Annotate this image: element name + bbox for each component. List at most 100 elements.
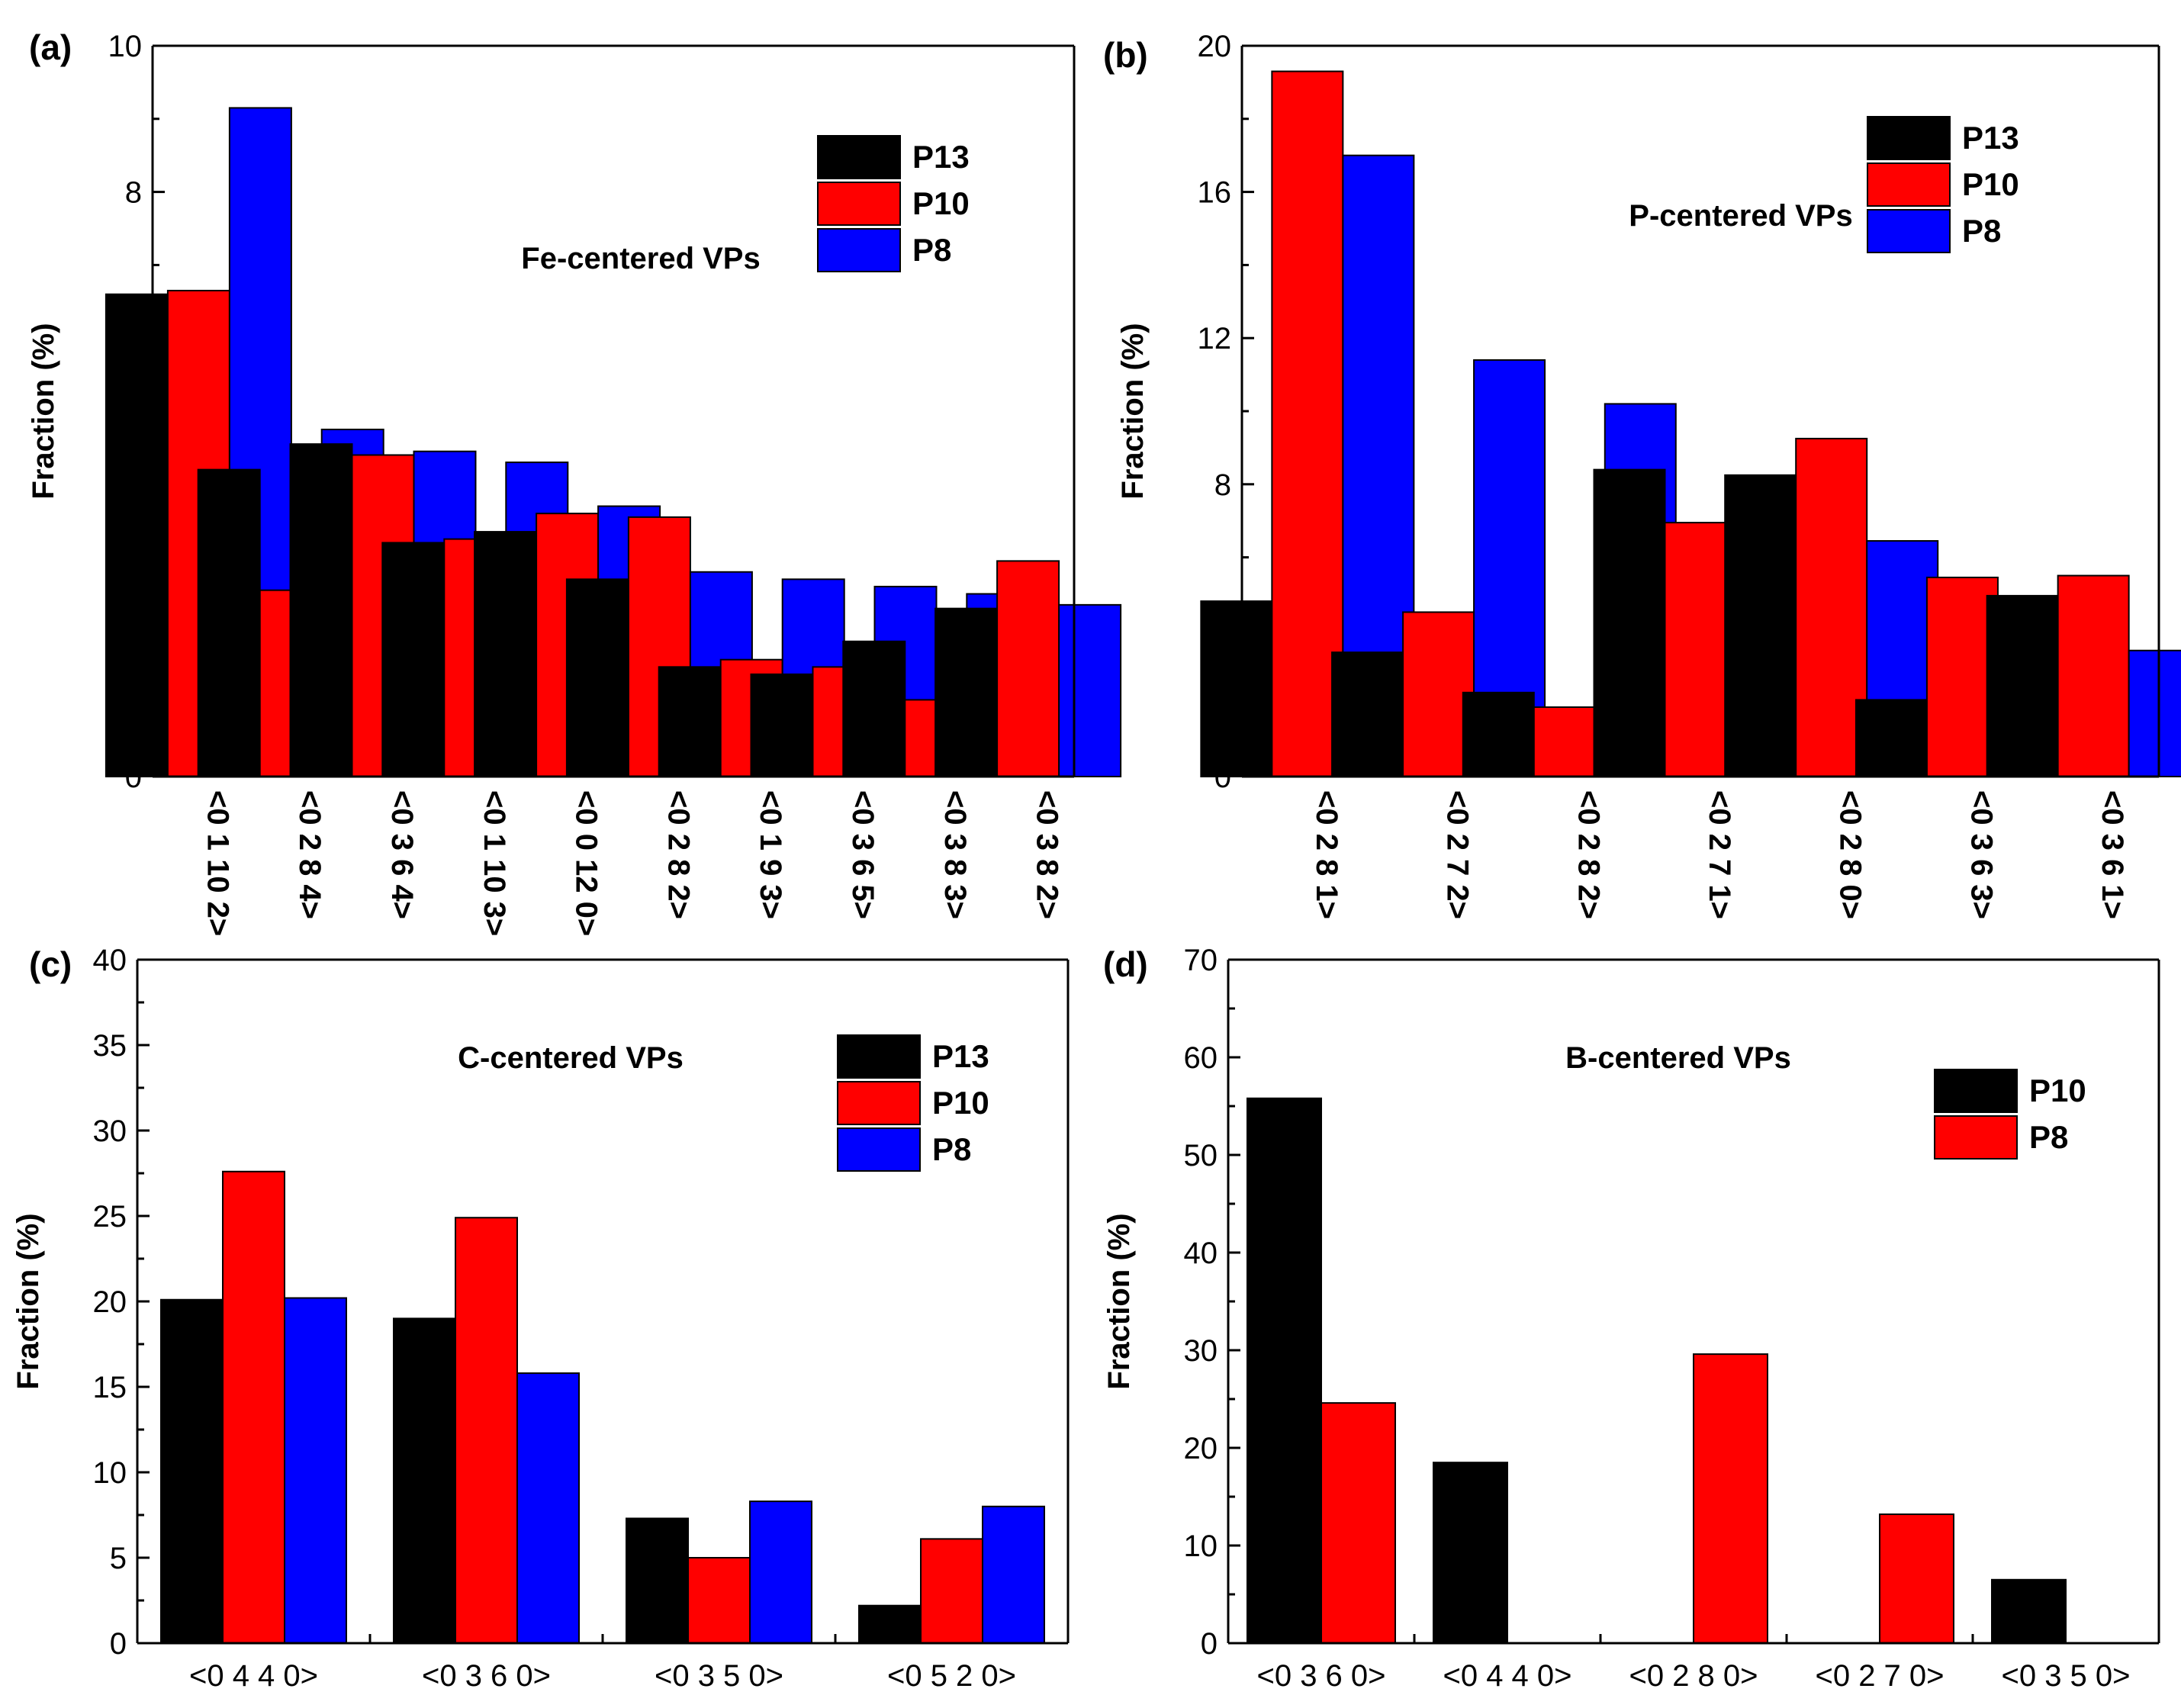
panel-b-annotation: P-centered VPs xyxy=(1629,199,1852,233)
panel-a-category-label: <0 2 8 2> xyxy=(661,790,695,919)
panel-a-bar xyxy=(842,640,906,778)
panel-d-y-tick-label: 40 xyxy=(1184,1237,1218,1270)
panel-b-bar xyxy=(2057,574,2130,777)
panel-c-bar xyxy=(393,1317,456,1645)
panel-c-y-tick-label: 25 xyxy=(93,1200,127,1234)
panel-d-category-label: <0 2 8 0> xyxy=(1629,1659,1758,1693)
panel-b-category-label: <0 2 8 2> xyxy=(1571,790,1605,919)
panel-c-y-tick-label: 30 xyxy=(93,1115,127,1148)
panel-b-bar xyxy=(1925,576,1999,777)
panel-c-y-tick-label: 20 xyxy=(93,1285,127,1319)
panel-a-y-tick-label: 0 xyxy=(125,761,142,794)
panel-a-y-tick-label: 10 xyxy=(108,30,143,63)
panel-c-legend-swatch xyxy=(837,1081,921,1125)
panel-d-legend-swatch xyxy=(1934,1115,2018,1160)
panel-b-y-tick-label: 8 xyxy=(1214,468,1231,502)
panel-b-bar xyxy=(2128,649,2181,777)
panel-c-legend-label: P13 xyxy=(932,1038,989,1074)
panel-c-y-axis-title: Fraction (%) xyxy=(11,1213,45,1389)
panel-b-category-label: <0 2 7 2> xyxy=(1441,790,1475,919)
panel-b-bar xyxy=(1724,474,1797,777)
panel-a-bar xyxy=(750,673,814,777)
panel-a-bar xyxy=(565,578,629,778)
panel-c-category-label: <0 5 2 0> xyxy=(887,1659,1016,1693)
panel-d-bar xyxy=(1879,1513,1954,1645)
panel-c-y-tick-label: 35 xyxy=(93,1029,127,1063)
panel-c-bar xyxy=(920,1538,983,1644)
panel-c-bar xyxy=(516,1372,580,1644)
panel-a-legend-swatch xyxy=(817,135,901,179)
panel-c-label: (c) xyxy=(29,944,72,984)
panel-c-legend-label: P8 xyxy=(932,1131,971,1167)
panel-d-y-tick-label: 60 xyxy=(1184,1041,1218,1075)
panel-b-y-tick-label: 4 xyxy=(1214,614,1231,648)
panel-a-bar xyxy=(474,531,538,777)
panel-a-legend-swatch xyxy=(817,182,901,226)
panel-a-category-label: <0 3 6 5> xyxy=(846,790,880,919)
panel-a-bar xyxy=(1058,603,1122,777)
panel-a-category-label: <0 3 6 4> xyxy=(385,790,419,919)
panel-a-bar xyxy=(105,293,169,778)
panel-c-y-tick-label: 15 xyxy=(93,1371,127,1404)
panel-c-legend-swatch xyxy=(837,1034,921,1079)
panel-c-bar xyxy=(626,1517,689,1644)
panel-c-bar xyxy=(858,1604,922,1644)
panel-c-legend-label: P10 xyxy=(932,1085,989,1121)
panel-a-bar xyxy=(381,542,446,777)
panel-d-bar xyxy=(1247,1097,1322,1644)
panel-b-category-label: <0 2 7 1> xyxy=(1703,790,1736,919)
panel-b-y-axis-title: Fraction (%) xyxy=(1116,323,1150,499)
panel-d-legend-swatch xyxy=(1934,1069,2018,1113)
panel-c-bar xyxy=(749,1501,812,1644)
panel-c-y-tick-label: 0 xyxy=(110,1627,127,1661)
panel-c-bar xyxy=(982,1505,1045,1645)
panel-a-category-label: <0 3 8 2> xyxy=(1031,790,1064,919)
panel-c-category-label: <0 3 6 0> xyxy=(422,1659,551,1693)
panel-b-bar xyxy=(1854,699,1928,777)
panel-d-y-tick-label: 50 xyxy=(1184,1139,1218,1172)
panel-c-bar xyxy=(687,1557,751,1644)
panel-c-bar xyxy=(160,1298,224,1644)
panel-a-y-axis-title: Fraction (%) xyxy=(27,323,60,499)
panel-a-category-label: <0 1 9 3> xyxy=(754,790,787,919)
panel-c-bar xyxy=(284,1297,347,1645)
panel-d-bar xyxy=(1693,1353,1768,1644)
panel-b-legend-swatch xyxy=(1867,162,1951,207)
panel-c-y-tick-label: 40 xyxy=(93,944,127,977)
panel-a-category-label: <0 1 10 3> xyxy=(478,790,511,936)
panel-a-category-label: <0 3 8 3> xyxy=(938,790,972,919)
panel-b-legend-swatch xyxy=(1867,209,1951,253)
panel-a-legend-label: P10 xyxy=(912,185,970,221)
panel-c-bar xyxy=(455,1217,518,1644)
panel-b-bar xyxy=(1462,691,1535,778)
panel-d-category-label: <0 4 4 0> xyxy=(1443,1659,1571,1693)
panel-b-bar xyxy=(1593,468,1666,777)
panel-d-category-label: <0 3 5 0> xyxy=(2001,1659,2130,1693)
panel-d-category-label: <0 2 7 0> xyxy=(1815,1659,1944,1693)
panel-a-bar xyxy=(197,468,261,777)
panel-b-category-label: <0 3 6 3> xyxy=(1964,790,1998,919)
panel-a-label: (a) xyxy=(29,27,72,67)
panel-b-y-tick-label: 0 xyxy=(1214,761,1231,794)
panel-d-label: (d) xyxy=(1103,944,1148,984)
panel-d-y-tick-label: 10 xyxy=(1184,1529,1218,1563)
panel-d-y-tick-label: 20 xyxy=(1184,1432,1218,1465)
panel-a-y-tick-label: 6 xyxy=(125,322,142,355)
panel-a-y-tick-label: 2 xyxy=(125,614,142,648)
panel-a-bar xyxy=(996,560,1060,777)
panel-c-y-tick-label: 10 xyxy=(93,1456,127,1490)
panel-b-bar xyxy=(1331,651,1404,778)
panel-b-legend-label: P13 xyxy=(1962,120,2019,156)
panel-a-bar xyxy=(289,443,353,777)
panel-b-category-label: <0 2 8 1> xyxy=(1310,790,1343,919)
panel-b-category-label: <0 2 8 0> xyxy=(1834,790,1867,919)
panel-a-annotation: Fe-centered VPs xyxy=(521,242,760,275)
panel-a-category-label: <0 0 12 0> xyxy=(570,790,603,936)
panel-b-bar xyxy=(1986,594,2059,778)
panel-d-bar xyxy=(1433,1462,1508,1644)
panel-b-label: (b) xyxy=(1103,35,1148,75)
panel-d-annotation: B-centered VPs xyxy=(1565,1041,1791,1075)
panel-c-annotation: C-centered VPs xyxy=(458,1041,684,1075)
panel-a-bar xyxy=(934,607,999,777)
